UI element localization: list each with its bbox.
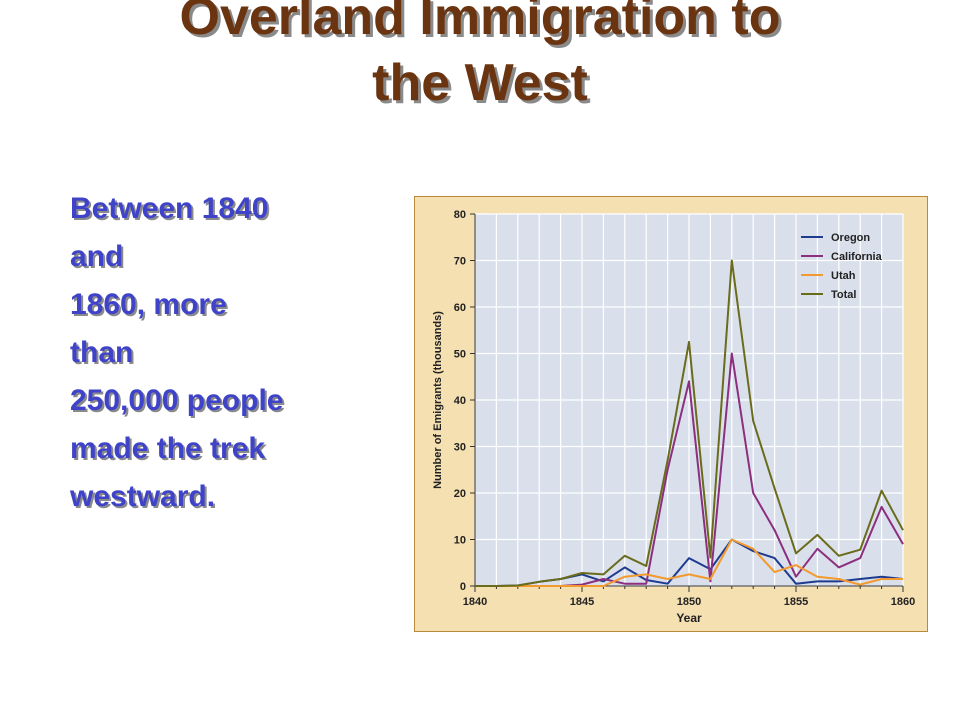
body-line: 250,000 people (70, 384, 284, 417)
title-line-1: Overland Immigration to (179, 0, 781, 46)
body-line: made the trek (70, 432, 266, 465)
series-line-utah (475, 538, 903, 587)
chart-panel: 0 10 20 30 40 50 60 70 80 1840 1845 1850 1855 1860 Yea… (414, 196, 928, 632)
y-tick-label: 40 (454, 395, 466, 407)
y-axis-title: Number of Emigrants (thousands) (432, 311, 444, 489)
body-line: westward. (70, 480, 216, 513)
legend-label-utah: Utah (831, 270, 856, 282)
y-tick-label: 0 (460, 581, 466, 593)
title-line-2: the West (372, 54, 588, 112)
y-tick-label: 20 (454, 488, 466, 500)
x-tick-label: 1860 (891, 596, 915, 608)
slide-title: Overland Immigration to the West (0, 0, 960, 116)
x-axis-title: Year (676, 611, 702, 625)
y-tick-label: 80 (454, 209, 466, 221)
x-tick-label: 1840 (463, 596, 487, 608)
series-line-total (475, 259, 904, 587)
legend-label-oregon: Oregon (831, 232, 870, 244)
y-tick-label: 10 (454, 535, 466, 547)
legend-label-california: California (831, 251, 883, 263)
body-line: 1860, more (70, 288, 227, 321)
body-line: and (70, 240, 124, 273)
y-tick-label: 50 (454, 349, 466, 361)
x-tick-label: 1855 (784, 596, 808, 608)
body-line: than (70, 336, 134, 369)
line-chart: 0 10 20 30 40 50 60 70 80 1840 1845 1850 1855 1860 Yea… (432, 209, 915, 625)
y-tick-label: 30 (454, 442, 466, 454)
y-tick-label: 60 (454, 302, 466, 314)
body-text: Between 1840 and 1860, more than 250,000… (70, 185, 390, 521)
legend-label-total: Total (831, 289, 856, 301)
y-tick-label: 70 (454, 256, 466, 268)
body-line: Between 1840 (70, 192, 269, 225)
x-tick-label: 1850 (677, 596, 701, 608)
x-tick-label: 1845 (570, 596, 594, 608)
